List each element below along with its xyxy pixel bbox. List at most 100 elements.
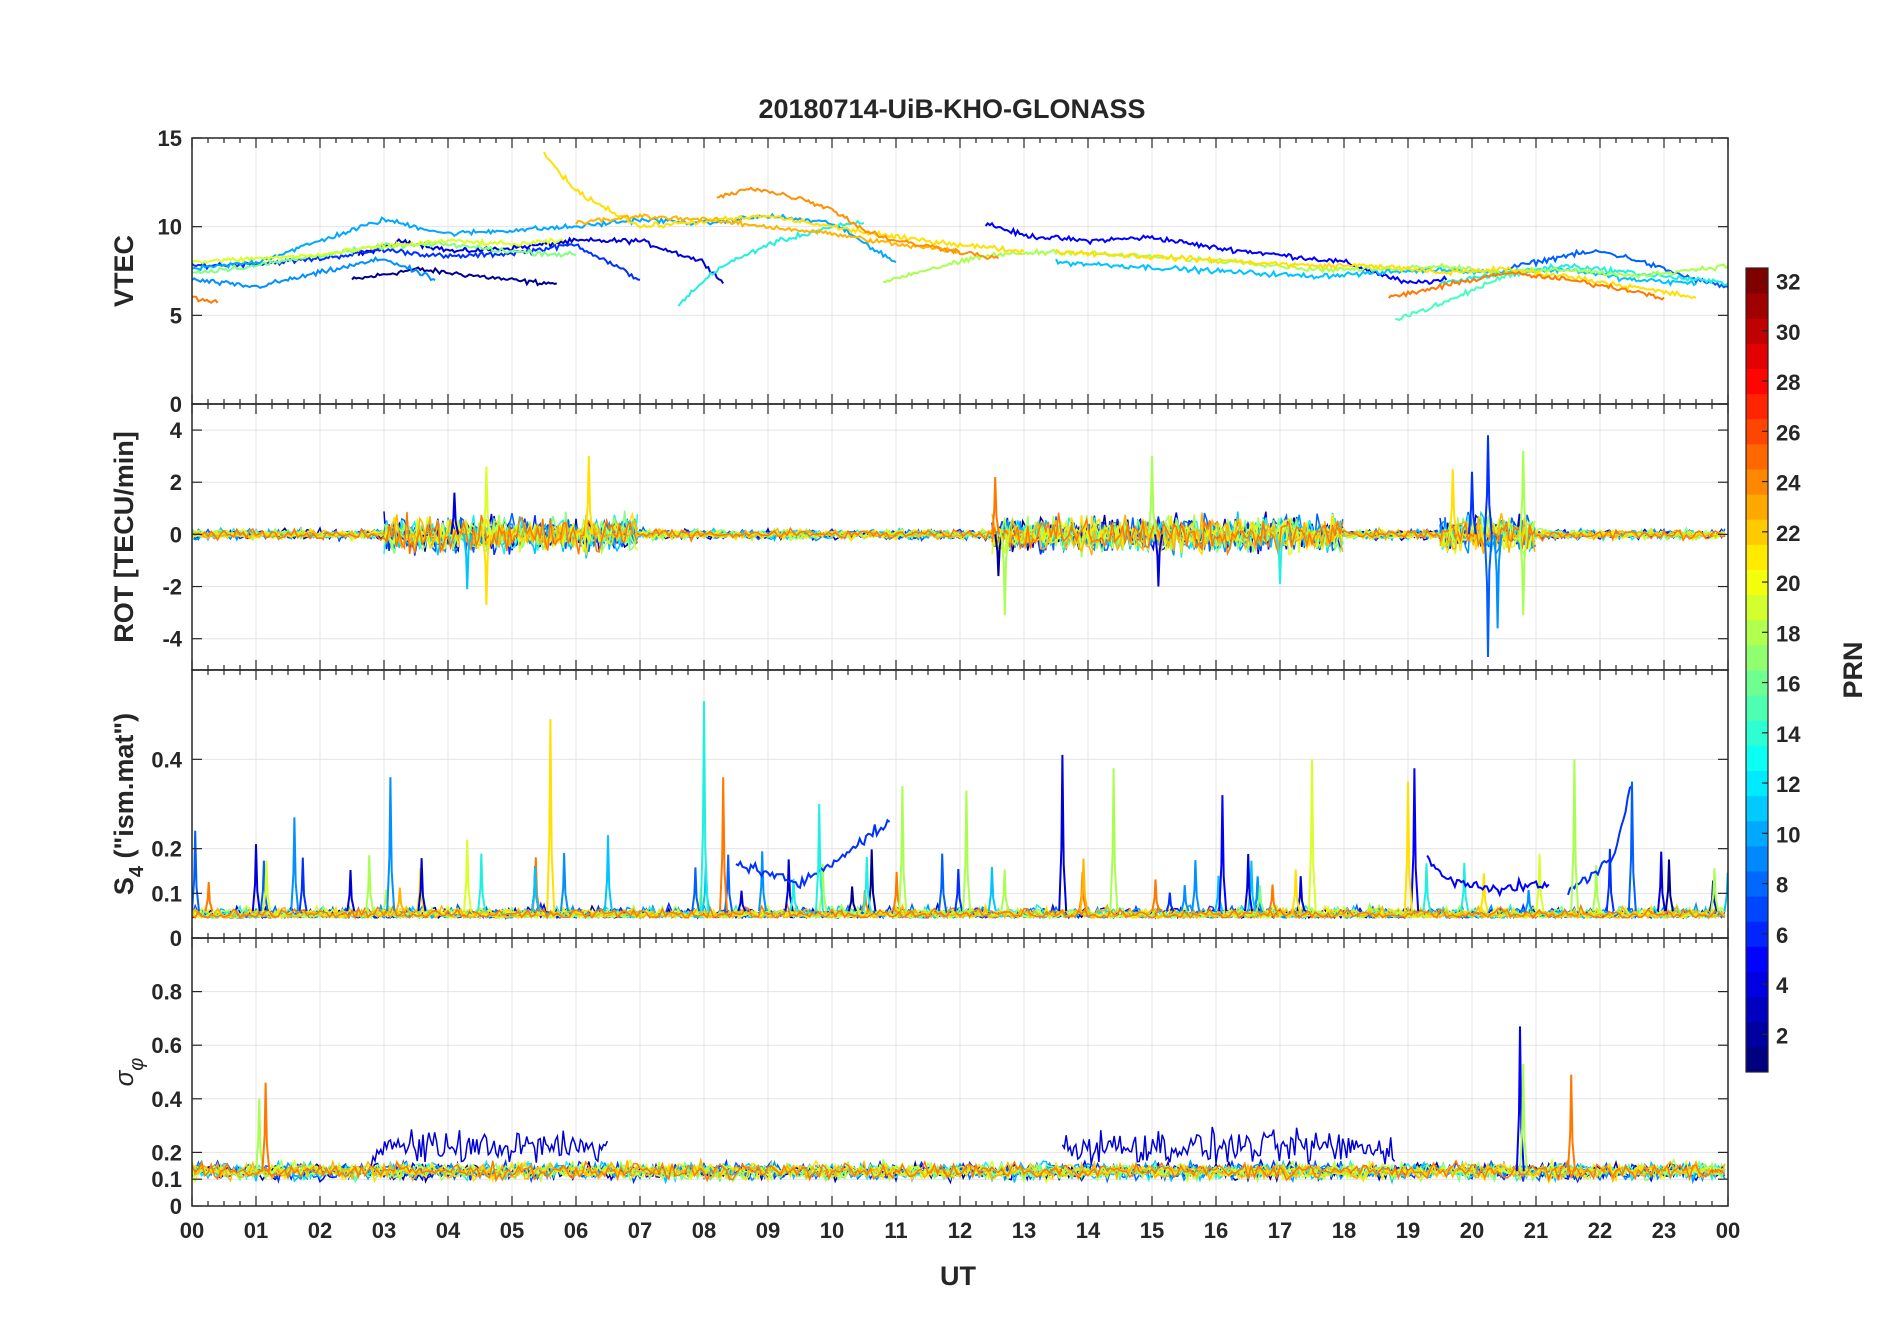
s4-bump-18: [1180, 885, 1190, 912]
sigma-elevated-0: [370, 1129, 609, 1166]
y-tick-label: 15: [158, 126, 182, 151]
vtec-series-prn-24-18: [192, 295, 219, 304]
s4-peak-16: [1410, 768, 1420, 912]
colorbar-tick-label: 14: [1776, 722, 1801, 747]
s4-peak-7: [699, 701, 709, 912]
y-tick-label: 0.1: [151, 881, 182, 906]
y-tick-label: 0.2: [151, 1140, 182, 1165]
x-tick-label: 11: [884, 1218, 907, 1243]
s4-bump-4: [1664, 859, 1674, 912]
x-tick-label: 08: [692, 1218, 716, 1243]
colorbar-tick-label: 20: [1776, 571, 1800, 596]
x-tick-label: 14: [1076, 1218, 1101, 1243]
y-tick-label: 0: [170, 392, 182, 417]
y-ticks-panel-4: [192, 990, 1728, 1207]
s4-bump-52: [938, 853, 948, 912]
vtec-series-prn-24-19: [1388, 270, 1665, 301]
colorbar-tick-label: 8: [1776, 873, 1788, 898]
vtec-series-prn-4-2: [984, 221, 1448, 285]
colorbar-step: [1746, 695, 1768, 721]
rot-spike-12: [1467, 471, 1477, 535]
rot-spike-3: [482, 534, 492, 605]
y-tick-label: 0.2: [151, 837, 182, 862]
colorbar-step: [1746, 519, 1768, 545]
data-panel-3: [192, 701, 1728, 921]
y-tick-label: 0.6: [151, 1033, 182, 1058]
s4-peak-2: [290, 817, 300, 912]
rot-spike-6: [994, 534, 1004, 577]
x-ticks-panel-4: [191, 938, 1729, 1206]
s4-bump-38: [1524, 890, 1534, 912]
chart-title: 20180714-UiB-KHO-GLONASS: [758, 94, 1145, 124]
s4-arc-0: [735, 818, 891, 890]
s4-peak-19: [1627, 781, 1637, 912]
vtec-series-prn-20-15: [1055, 248, 1697, 299]
rot-spike-0: [450, 492, 460, 535]
s4-bump-8: [382, 889, 392, 912]
colorbar-step: [1746, 293, 1768, 319]
s4-bump-7: [298, 857, 308, 912]
colorbar-step: [1746, 845, 1768, 872]
y-tick-label: 2: [170, 470, 182, 495]
colorbar-tick-label: 22: [1776, 521, 1800, 546]
s4-bump-17: [1165, 892, 1175, 912]
colorbar-tick-label: 12: [1776, 772, 1800, 797]
x-axis-label: UT: [940, 1261, 976, 1291]
s4-bump-49: [395, 887, 405, 912]
sigma-peak-1: [261, 1082, 271, 1172]
vtec-series-prn-18-12: [882, 247, 1728, 284]
colorbar-step: [1746, 896, 1768, 922]
y-axis-label-panel-2: ROT [TECU/min]: [109, 431, 139, 642]
colorbar-step: [1746, 720, 1768, 746]
s4-bump-12: [346, 870, 356, 912]
s4-bump-41: [1079, 858, 1089, 912]
y-tick-label: 0: [170, 522, 182, 547]
grid-panel-4: [192, 938, 1728, 1207]
s4-bump-33: [1657, 851, 1666, 912]
colorbar-step: [1746, 368, 1768, 395]
panel-2: -4 -2 0 2 4 ROT [TECU/min]: [109, 403, 1729, 671]
vtec-series-prn-1-0: [351, 266, 558, 287]
vtec-series-prn-23-17: [716, 186, 1000, 261]
s4-bump-14: [259, 860, 269, 912]
x-tick-label: 05: [500, 1218, 524, 1243]
x-ticks-panel-2: [191, 404, 1729, 670]
x-tick-label: 19: [1396, 1218, 1420, 1243]
colorbar-step: [1746, 670, 1768, 696]
x-tick-label: 18: [1332, 1218, 1356, 1243]
rot-spike-10: [1275, 534, 1285, 584]
sigma-peak-4: [1567, 1074, 1576, 1172]
rot-spike-17: [1519, 534, 1528, 616]
s4-bump-11: [1535, 853, 1545, 912]
y-tick-label: 4: [170, 418, 183, 443]
colorbar-step: [1746, 820, 1768, 847]
colorbar-step: [1746, 644, 1768, 671]
s4-bump-1: [1151, 879, 1161, 912]
colorbar-label: PRN: [1838, 641, 1868, 698]
colorbar-step: [1746, 343, 1768, 369]
sigma-baseline-10: [192, 1159, 1726, 1185]
x-tick-label: 17: [1268, 1218, 1292, 1243]
s4-bump-6: [204, 881, 214, 912]
colorbar-step: [1746, 318, 1768, 344]
y-axis-label-panel-4: σφ: [109, 1058, 148, 1087]
s4-bump-58: [789, 878, 799, 912]
colorbar-step: [1746, 393, 1768, 420]
y-ticks-panel-2: [192, 429, 1728, 640]
s4-bump-35: [1191, 860, 1201, 912]
sigma-peak-3: [1519, 1063, 1528, 1172]
colorbar-step: [1746, 569, 1768, 596]
y-tick-label: -2: [162, 575, 182, 600]
x-tick-label: 20: [1460, 1218, 1484, 1243]
data-panel-1: [192, 151, 1728, 322]
x-tick-label: 09: [756, 1218, 780, 1243]
colorbar-step: [1746, 443, 1768, 470]
y-tick-label: 0.8: [151, 980, 182, 1005]
s4-bump-55: [1460, 862, 1470, 912]
s4-bump-32: [758, 851, 767, 912]
colorbar-step: [1746, 1046, 1768, 1073]
colorbar-tick-label: 26: [1776, 420, 1800, 445]
